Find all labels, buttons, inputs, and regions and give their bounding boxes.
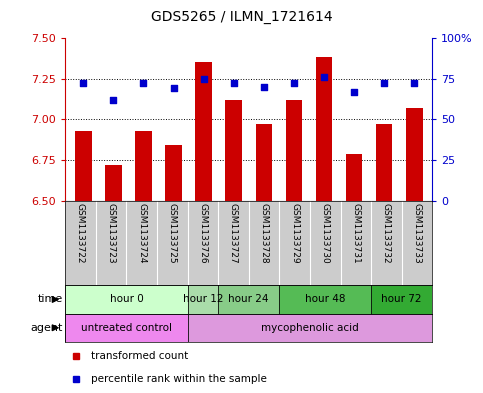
Bar: [376, 124, 392, 201]
Text: hour 24: hour 24: [228, 294, 269, 305]
Point: [411, 80, 418, 86]
Bar: [187, 285, 218, 314]
Text: GSM1133728: GSM1133728: [259, 203, 269, 264]
Text: GDS5265 / ILMN_1721614: GDS5265 / ILMN_1721614: [151, 10, 332, 24]
Point: [380, 80, 388, 86]
Text: hour 0: hour 0: [110, 294, 143, 305]
Bar: [256, 124, 272, 201]
Text: hour 12: hour 12: [183, 294, 223, 305]
Bar: [195, 62, 212, 201]
Text: percentile rank within the sample: percentile rank within the sample: [91, 374, 267, 384]
Point: [260, 83, 268, 90]
Text: GSM1133730: GSM1133730: [321, 203, 330, 264]
Text: time: time: [38, 294, 63, 305]
Point: [350, 88, 358, 95]
Text: GSM1133722: GSM1133722: [76, 203, 85, 264]
Bar: [135, 131, 152, 201]
Bar: [105, 165, 122, 201]
Text: hour 72: hour 72: [382, 294, 422, 305]
Bar: [279, 285, 371, 314]
Bar: [346, 154, 362, 201]
Text: mycophenolic acid: mycophenolic acid: [261, 323, 359, 333]
Text: hour 48: hour 48: [305, 294, 345, 305]
Bar: [187, 314, 432, 342]
Bar: [218, 285, 279, 314]
Bar: [165, 145, 182, 201]
Point: [140, 80, 147, 86]
Text: GSM1133725: GSM1133725: [168, 203, 177, 264]
Text: untreated control: untreated control: [81, 323, 172, 333]
Point: [230, 80, 238, 86]
Bar: [75, 131, 92, 201]
Text: GSM1133723: GSM1133723: [107, 203, 115, 264]
Point: [170, 85, 177, 92]
Bar: [65, 285, 187, 314]
Text: GSM1133724: GSM1133724: [137, 203, 146, 264]
Point: [79, 80, 87, 86]
Text: GSM1133732: GSM1133732: [382, 203, 391, 264]
Text: transformed count: transformed count: [91, 351, 188, 361]
Text: GSM1133731: GSM1133731: [351, 203, 360, 264]
Text: GSM1133727: GSM1133727: [229, 203, 238, 264]
Point: [200, 75, 208, 82]
Bar: [406, 108, 423, 201]
Bar: [371, 285, 432, 314]
Point: [320, 74, 328, 80]
Bar: [226, 100, 242, 201]
Text: GSM1133733: GSM1133733: [412, 203, 422, 264]
Text: GSM1133726: GSM1133726: [199, 203, 207, 264]
Point: [290, 80, 298, 86]
Point: [110, 97, 117, 103]
Text: agent: agent: [30, 323, 63, 333]
Bar: [65, 314, 187, 342]
Bar: [316, 57, 332, 201]
Text: GSM1133729: GSM1133729: [290, 203, 299, 264]
Bar: [285, 100, 302, 201]
